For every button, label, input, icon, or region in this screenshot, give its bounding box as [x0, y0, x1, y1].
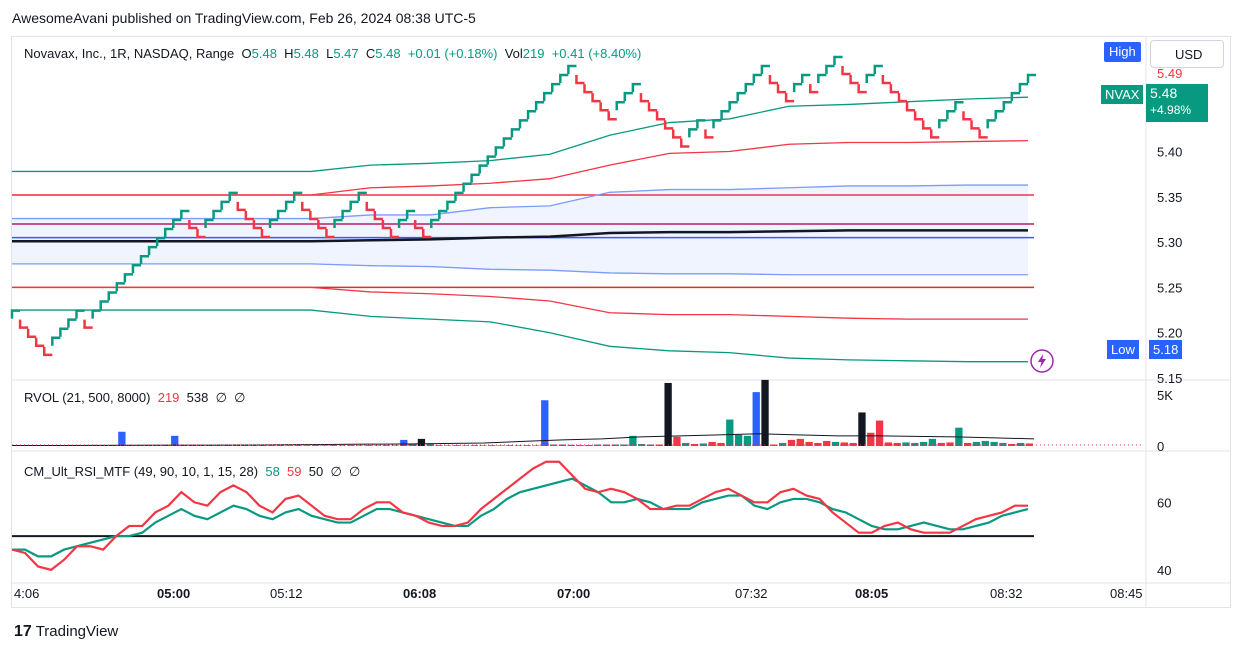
rvol-name: RVOL (21, 500, 8000): [24, 390, 151, 405]
rsi-name: CM_Ult_RSI_MTF (49, 90, 10, 1, 15, 28): [24, 464, 259, 479]
rsi-value-4: ∅: [330, 464, 342, 479]
close-label: C: [365, 46, 376, 61]
rvol-value-2: 538: [186, 390, 209, 405]
symbol-name: Novavax, Inc., 1R, NASDAQ, Range: [24, 46, 235, 61]
rsi-value-1: 58: [265, 464, 280, 479]
tradingview-brand-text: TradingView: [35, 623, 119, 640]
tradingview-logo[interactable]: 17 TradingView: [14, 623, 118, 641]
symbol-legend: Novavax, Inc., 1R, NASDAQ, Range O5.48 H…: [24, 46, 641, 61]
rvol-value-4: ∅: [234, 390, 246, 405]
volume-value: 219: [522, 46, 545, 61]
high-label: H: [284, 46, 294, 61]
low-value: 5.47: [333, 46, 359, 61]
low-label: L: [326, 46, 334, 61]
change-value: +0.01 (+0.18%): [407, 46, 498, 61]
volume-change: +0.41 (+8.40%): [551, 46, 642, 61]
rvol-value-3: ∅: [215, 390, 227, 405]
tradingview-logo-icon: 17: [14, 623, 32, 640]
rsi-legend: CM_Ult_RSI_MTF (49, 90, 10, 1, 15, 28) 5…: [24, 464, 360, 480]
chart-frame: [11, 36, 1231, 608]
rsi-value-5: ∅: [349, 464, 361, 479]
currency-button[interactable]: USD: [1150, 40, 1224, 68]
high-value: 5.48: [293, 46, 319, 61]
low-tag-label: Low: [1107, 340, 1139, 359]
volume-label: Vol: [504, 46, 523, 61]
low-tag-price: 5.18: [1149, 340, 1183, 359]
price-axis-partial-top: 5.49: [1157, 66, 1183, 81]
ticker-tag: NVAX: [1101, 85, 1144, 104]
close-value: 5.48: [375, 46, 401, 61]
rsi-value-3: 50: [308, 464, 324, 479]
open-value: 5.48: [251, 46, 277, 61]
rvol-value-1: 219: [157, 390, 180, 405]
publisher-caption: AwesomeAvani published on TradingView.co…: [12, 10, 476, 26]
last-price-percent: +4.98%: [1150, 103, 1192, 117]
rvol-legend: RVOL (21, 500, 8000) 219 538 ∅ ∅: [24, 390, 245, 406]
open-label: O: [241, 46, 252, 61]
last-price-value: 5.48: [1150, 85, 1178, 101]
last-price-tag: 5.48 +4.98%: [1146, 84, 1208, 122]
lightning-icon[interactable]: [1029, 348, 1055, 374]
high-badge: High: [1104, 42, 1141, 62]
rsi-value-2: 59: [287, 464, 302, 479]
